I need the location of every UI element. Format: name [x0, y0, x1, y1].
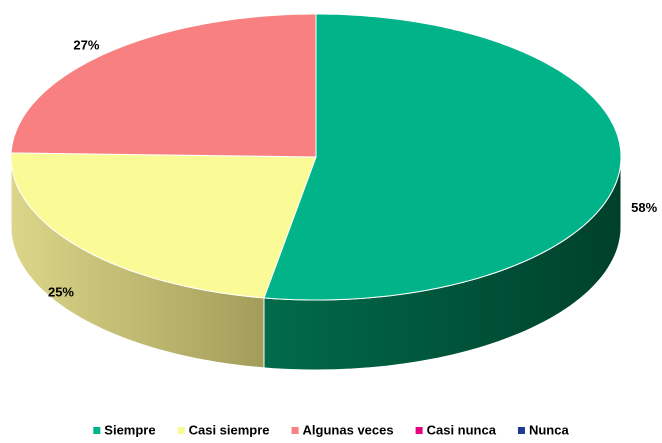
- slice: [263, 13, 622, 301]
- legend-swatch: [177, 427, 185, 434]
- legend-swatch: [415, 427, 423, 434]
- legend-swatch: [517, 427, 525, 434]
- legend-swatch: [291, 427, 299, 434]
- data-label: 25%: [48, 285, 74, 300]
- legend-label: Nunca: [529, 422, 570, 437]
- legend-label: Algunas veces: [303, 422, 394, 437]
- legend-label: Casi siempre: [189, 422, 270, 437]
- data-label: 58%: [631, 200, 657, 215]
- legend-label: Siempre: [104, 422, 155, 437]
- data-label: 27%: [73, 38, 99, 53]
- slice: [10, 13, 317, 158]
- legend-swatch: [93, 427, 101, 434]
- legend-label: Casi nunca: [427, 422, 497, 437]
- legend: Siempre Casi siempre Algunas veces Casi nun…: [93, 422, 569, 437]
- slice: [10, 152, 317, 299]
